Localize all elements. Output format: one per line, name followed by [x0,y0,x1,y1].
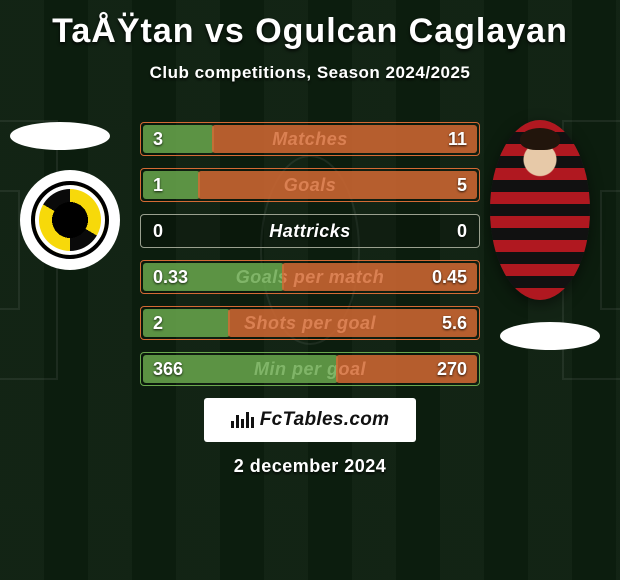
stat-value-right: 0 [457,215,467,247]
stat-bar-right [228,309,477,337]
stat-value-left: 0.33 [153,261,188,293]
stat-label: Hattricks [141,221,479,242]
brand-icon [231,412,254,428]
stat-row: Hattricks0 0 [140,214,480,248]
page-title: TaÅŸtan vs Ogulcan Caglayan [0,0,620,51]
stat-value-right: 11 [448,123,467,155]
stat-value-right: 0.45 [432,261,467,293]
club-crest-left [20,170,120,270]
stat-row: Goals per match0.330.45 [140,260,480,294]
brand-badge[interactable]: FcTables.com [204,398,416,442]
stat-value-right: 5.6 [442,307,467,339]
stat-value-right: 5 [457,169,467,201]
stat-row: Matches311 [140,122,480,156]
club-crest-right-placeholder [500,322,600,350]
player-left-placeholder [10,122,110,150]
stat-row: Min per goal366270 [140,352,480,386]
stat-bar-left [143,171,200,199]
player-right-photo [490,120,590,300]
subtitle: Club competitions, Season 2024/2025 [0,63,620,83]
stat-row: Goals15 [140,168,480,202]
stat-value-left: 366 [153,353,183,385]
stat-value-left: 3 [153,123,163,155]
stat-value-left: 2 [153,307,163,339]
stat-bar-right [212,125,477,153]
stat-value-left: 1 [153,169,163,201]
brand-label: FcTables.com [260,409,390,431]
stat-value-right: 270 [437,353,467,385]
stats-table: Matches311Goals15Hattricks00Goals per ma… [140,122,480,398]
stat-row: Shots per goal25.6 [140,306,480,340]
stat-bar-right [198,171,477,199]
stat-value-left: 0 [153,215,163,247]
date-label: 2 december 2024 [0,456,620,477]
